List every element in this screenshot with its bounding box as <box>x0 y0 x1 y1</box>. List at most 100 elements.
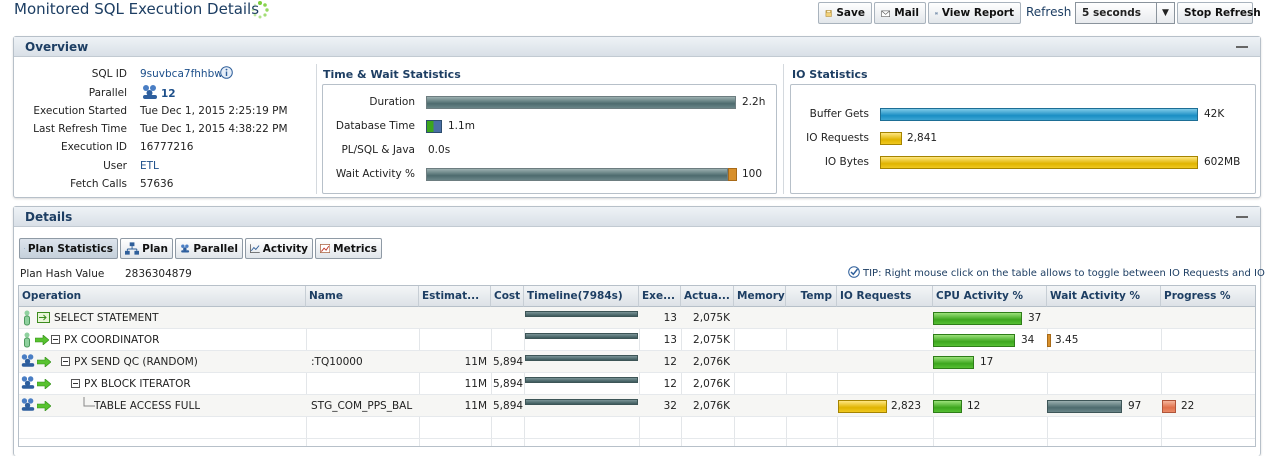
wait-activity-bar <box>1047 334 1051 347</box>
plan-statistics-table[interactable]: Operation Name Estimat... Cost Timeline(… <box>18 285 1256 447</box>
info-icon[interactable] <box>220 66 233 79</box>
chevron-down-icon[interactable]: ▼ <box>1156 3 1174 23</box>
parallel-servers-icon <box>21 376 35 389</box>
tab-activity[interactable]: Activity <box>245 238 313 259</box>
divider <box>783 64 784 194</box>
progress-bar <box>1162 400 1176 413</box>
io-bytes-value: 602MB <box>1204 156 1241 168</box>
column-header-cost[interactable]: Cost <box>491 286 524 307</box>
collapse-tree-icon[interactable] <box>71 379 80 388</box>
column-header-executions[interactable]: Exe... <box>639 286 681 307</box>
timeline-bar <box>525 377 638 383</box>
plan-tree-icon <box>125 242 140 255</box>
overview-header[interactable]: Overview <box>14 37 1260 57</box>
column-header-timeline[interactable]: Timeline(7984s) <box>524 286 639 307</box>
database-time-bar <box>426 120 442 133</box>
fetch-calls-label: Fetch Calls <box>70 178 127 190</box>
plsql-java-value: 0.0s <box>428 144 451 156</box>
tab-parallel-label: Parallel <box>193 242 238 255</box>
collapse-tree-icon[interactable] <box>61 357 70 366</box>
cpu-activity-cell: 17 <box>980 356 994 368</box>
column-header-actual[interactable]: Actua... <box>681 286 734 307</box>
mail-button[interactable]: Mail <box>874 2 926 24</box>
time-wait-box <box>322 84 777 194</box>
arrow-right-icon <box>37 401 51 411</box>
executions-cell: 12 <box>663 356 677 368</box>
wait-activity-other-segment <box>728 168 737 181</box>
operation-cell: PX COORDINATOR <box>64 334 160 346</box>
details-header[interactable]: Details <box>14 207 1260 227</box>
table-row[interactable]: TABLE ACCESS FULL STG_COM_PPS_BAL 11M 5,… <box>19 395 1255 417</box>
wait-activity-cell: 97 <box>1128 400 1142 412</box>
loading-spinner-icon <box>251 1 269 19</box>
table-row[interactable]: SELECT STATEMENT 13 2,075K 37 <box>19 307 1255 329</box>
operation-cell: SELECT STATEMENT <box>54 312 159 324</box>
cpu-activity-bar <box>933 312 1022 325</box>
parallel-value[interactable]: 12 <box>161 88 176 100</box>
tab-parallel[interactable]: Parallel <box>175 238 243 259</box>
stop-refresh-button[interactable]: Stop Refresh <box>1177 2 1261 24</box>
io-requests-bar <box>838 400 887 413</box>
parallel-icon <box>181 244 190 253</box>
arrow-right-icon <box>37 357 51 367</box>
column-line <box>419 307 420 446</box>
time-wait-title: Time & Wait Statistics <box>323 68 461 81</box>
buffer-gets-bar <box>880 108 1198 121</box>
collapse-icon[interactable] <box>1236 46 1248 48</box>
operation-cell: PX BLOCK ITERATOR <box>84 378 191 390</box>
column-header-name[interactable]: Name <box>306 286 419 307</box>
column-header-wait-activity[interactable]: Wait Activity % <box>1047 286 1161 307</box>
sql-id-value[interactable]: 9suvbca7fhhbw <box>140 68 223 80</box>
actual-rows-cell: 2,075K <box>693 334 730 346</box>
query-coordinator-icon <box>24 332 30 348</box>
query-coordinator-icon <box>24 310 30 326</box>
table-icon <box>24 248 25 249</box>
execution-started-value: Tue Dec 1, 2015 2:25:19 PM <box>140 105 288 117</box>
actual-rows-cell: 2,075K <box>693 312 730 324</box>
progress-cell: 22 <box>1181 400 1195 412</box>
refresh-interval-select[interactable]: 5 seconds ▼ <box>1075 2 1175 24</box>
collapse-tree-icon[interactable] <box>51 335 60 344</box>
tab-plan-label: Plan <box>142 242 168 255</box>
timeline-bar <box>525 355 638 361</box>
view-report-button[interactable]: View Report <box>928 2 1021 24</box>
column-header-operation[interactable]: Operation <box>19 286 306 307</box>
execution-started-label: Execution Started <box>33 105 127 117</box>
table-row[interactable]: PX SEND QC (RANDOM) :TQ10000 11M 5,894 1… <box>19 351 1255 373</box>
actual-rows-cell: 2,076K <box>693 400 730 412</box>
report-icon <box>935 11 938 15</box>
parallel-label: Parallel <box>88 87 127 99</box>
select-statement-icon <box>37 312 50 323</box>
table-row[interactable]: PX COORDINATOR 13 2,075K 34 3.45 <box>19 329 1255 351</box>
io-requests-value: 2,841 <box>907 132 938 144</box>
divider <box>316 64 317 194</box>
timeline-bar <box>525 399 638 405</box>
cpu-activity-bar <box>933 400 962 413</box>
user-value[interactable]: ETL <box>140 160 159 172</box>
last-refresh-label: Last Refresh Time <box>33 123 127 135</box>
wait-activity-cell: 3.45 <box>1055 334 1079 346</box>
tip-text: TIP: Right mouse click on the table allo… <box>863 268 1265 279</box>
tab-plan[interactable]: Plan <box>120 238 173 259</box>
column-line <box>1161 307 1162 446</box>
column-header-estimated[interactable]: Estimat... <box>419 286 491 307</box>
table-row[interactable]: PX BLOCK ITERATOR 11M 5,894 12 2,076K <box>19 373 1255 395</box>
column-line <box>524 307 525 446</box>
collapse-icon[interactable] <box>1236 216 1248 218</box>
save-button[interactable]: Save <box>818 2 872 24</box>
tab-plan-statistics[interactable]: Plan Statistics <box>19 238 118 259</box>
cpu-activity-cell: 37 <box>1028 312 1042 324</box>
column-header-progress[interactable]: Progress % <box>1161 286 1255 307</box>
column-header-cpu-activity[interactable]: CPU Activity % <box>933 286 1047 307</box>
wait-activity-bar <box>426 168 728 181</box>
name-cell: :TQ10000 <box>311 356 363 368</box>
column-header-memory[interactable]: Memory <box>734 286 786 307</box>
refresh-label: Refresh <box>1026 5 1072 19</box>
executions-cell: 32 <box>663 400 677 412</box>
tab-metrics[interactable]: Metrics <box>315 238 382 259</box>
plan-hash-value: 2836304879 <box>125 268 192 280</box>
save-icon <box>825 9 832 17</box>
column-header-io-requests[interactable]: IO Requests <box>837 286 933 307</box>
user-label: User <box>103 160 127 172</box>
column-header-temp[interactable]: Temp <box>786 286 837 307</box>
